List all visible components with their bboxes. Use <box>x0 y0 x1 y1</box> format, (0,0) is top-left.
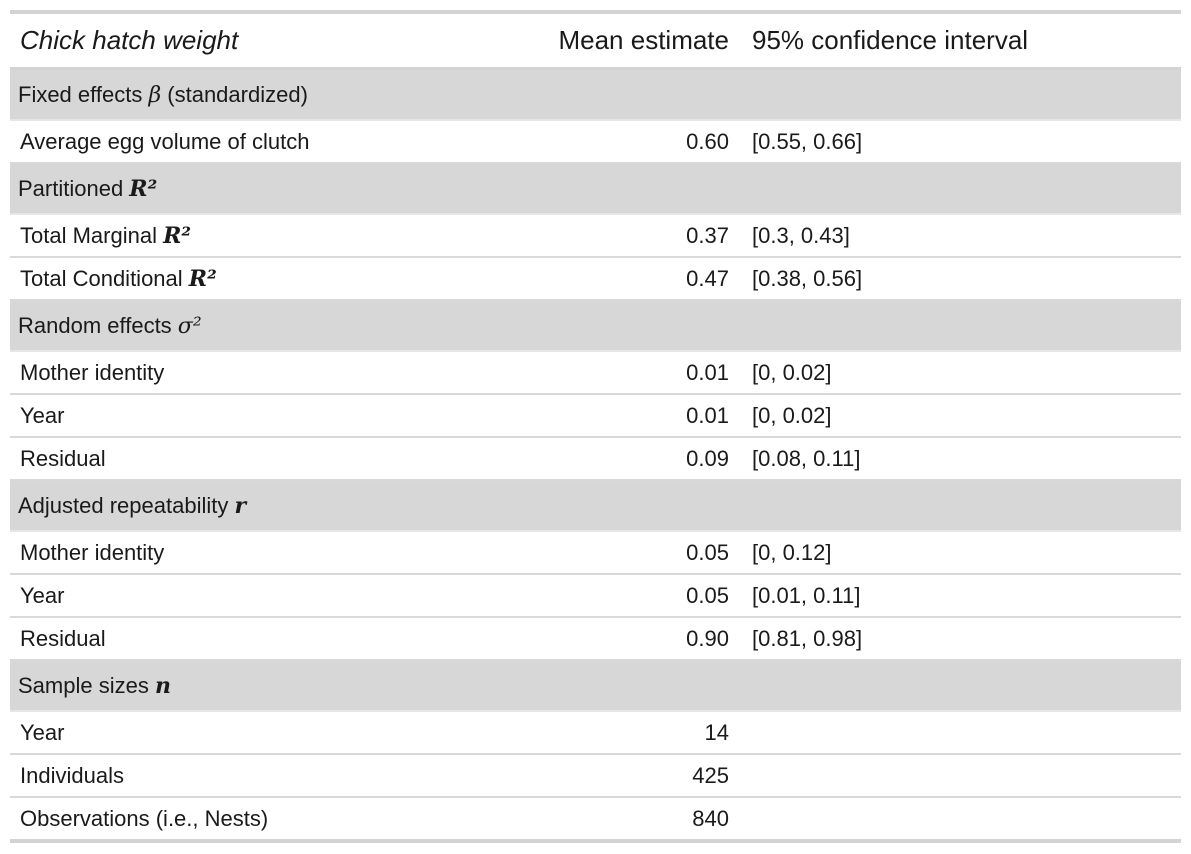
row-label: Mother identity <box>10 531 510 575</box>
row-mean: 0.90 <box>510 617 739 661</box>
row-ci: [0.08, 0.11] <box>739 437 1181 481</box>
row-ci: [0.38, 0.56] <box>739 257 1181 301</box>
group-text: Adjusted repeatability <box>18 492 235 518</box>
row-mean: 0.37 <box>510 214 739 258</box>
row-mean: 0.01 <box>510 351 739 395</box>
row-mean: 0.05 <box>510 531 739 575</box>
row-mean: 0.47 <box>510 257 739 301</box>
group-symbol: β <box>148 82 162 108</box>
table-row: Average egg volume of clutch 0.60 [0.55,… <box>10 120 1181 164</box>
group-label: Random effects σ² <box>10 300 1181 352</box>
table-row: Individuals 425 <box>10 754 1181 798</box>
row-ci: [0, 0.02] <box>739 351 1181 395</box>
group-suffix: (standardized) <box>161 81 308 107</box>
group-label: Adjusted repeatability r <box>10 480 1181 532</box>
results-table-container: Chick hatch weight Mean estimate 95% con… <box>10 10 1181 843</box>
table-row: Observations (i.e., Nests) 840 <box>10 797 1181 843</box>
group-symbol: n <box>154 672 171 699</box>
row-label: Total Marginal R² <box>10 214 510 258</box>
row-label: Individuals <box>10 754 510 798</box>
row-symbol: R² <box>163 222 191 249</box>
header-ci: 95% confidence interval <box>752 25 1029 55</box>
header-row: Chick hatch weight Mean estimate 95% con… <box>10 12 1181 69</box>
row-ci: [0.01, 0.11] <box>739 574 1181 618</box>
group-row-partitioned-r2: Partitioned R² <box>10 163 1181 215</box>
table-row: Year 0.05 [0.01, 0.11] <box>10 574 1181 618</box>
table-row: Total Conditional R² 0.47 [0.38, 0.56] <box>10 257 1181 301</box>
group-row-sample-sizes: Sample sizes n <box>10 660 1181 712</box>
row-label: Year <box>10 394 510 438</box>
group-label: Partitioned R² <box>10 163 1181 215</box>
header-mean: Mean estimate <box>558 25 729 55</box>
group-symbol: r <box>234 492 247 519</box>
row-mean: 425 <box>510 754 739 798</box>
row-mean: 14 <box>510 711 739 755</box>
row-ci: [0.3, 0.43] <box>739 214 1181 258</box>
row-label: Total Conditional R² <box>10 257 510 301</box>
table-row: Total Marginal R² 0.37 [0.3, 0.43] <box>10 214 1181 258</box>
group-text: Sample sizes <box>18 672 155 698</box>
table-row: Mother identity 0.01 [0, 0.02] <box>10 351 1181 395</box>
group-text: Fixed effects <box>18 81 149 107</box>
row-label: Mother identity <box>10 351 510 395</box>
row-label: Residual <box>10 617 510 661</box>
table-row: Residual 0.09 [0.08, 0.11] <box>10 437 1181 481</box>
row-ci <box>739 754 1181 798</box>
row-label: Residual <box>10 437 510 481</box>
row-ci <box>739 797 1181 843</box>
row-label-text: Total Conditional <box>20 265 189 291</box>
group-symbol: R² <box>129 175 158 202</box>
group-label: Fixed effects β (standardized) <box>10 68 1181 121</box>
row-mean: 840 <box>510 797 739 843</box>
row-mean: 0.05 <box>510 574 739 618</box>
table-header: Chick hatch weight Mean estimate 95% con… <box>10 12 1181 69</box>
row-ci: [0, 0.02] <box>739 394 1181 438</box>
row-label: Observations (i.e., Nests) <box>10 797 510 843</box>
row-mean: 0.09 <box>510 437 739 481</box>
table-row: Residual 0.90 [0.81, 0.98] <box>10 617 1181 661</box>
row-mean: 0.60 <box>510 120 739 164</box>
row-label: Year <box>10 574 510 618</box>
row-ci: [0.81, 0.98] <box>739 617 1181 661</box>
table-body: Fixed effects β (standardized) Average e… <box>10 68 1181 843</box>
group-text: Partitioned <box>18 175 130 201</box>
group-text: Random effects <box>18 312 178 338</box>
group-label: Sample sizes n <box>10 660 1181 712</box>
row-mean: 0.01 <box>510 394 739 438</box>
table-row: Year 14 <box>10 711 1181 755</box>
table-row: Year 0.01 [0, 0.02] <box>10 394 1181 438</box>
row-ci <box>739 711 1181 755</box>
table-row: Mother identity 0.05 [0, 0.12] <box>10 531 1181 575</box>
results-table: Chick hatch weight Mean estimate 95% con… <box>10 10 1181 843</box>
row-ci: [0, 0.12] <box>739 531 1181 575</box>
header-label: Chick hatch weight <box>20 25 239 55</box>
group-row-fixed-effects: Fixed effects β (standardized) <box>10 68 1181 121</box>
row-label-text: Total Marginal <box>20 222 164 248</box>
group-symbol: σ² <box>177 313 202 339</box>
row-ci: [0.55, 0.66] <box>739 120 1181 164</box>
group-row-random-effects: Random effects σ² <box>10 300 1181 352</box>
row-symbol: R² <box>188 265 217 292</box>
group-row-adjusted-repeatability: Adjusted repeatability r <box>10 480 1181 532</box>
row-label: Average egg volume of clutch <box>10 120 510 164</box>
row-label: Year <box>10 711 510 755</box>
